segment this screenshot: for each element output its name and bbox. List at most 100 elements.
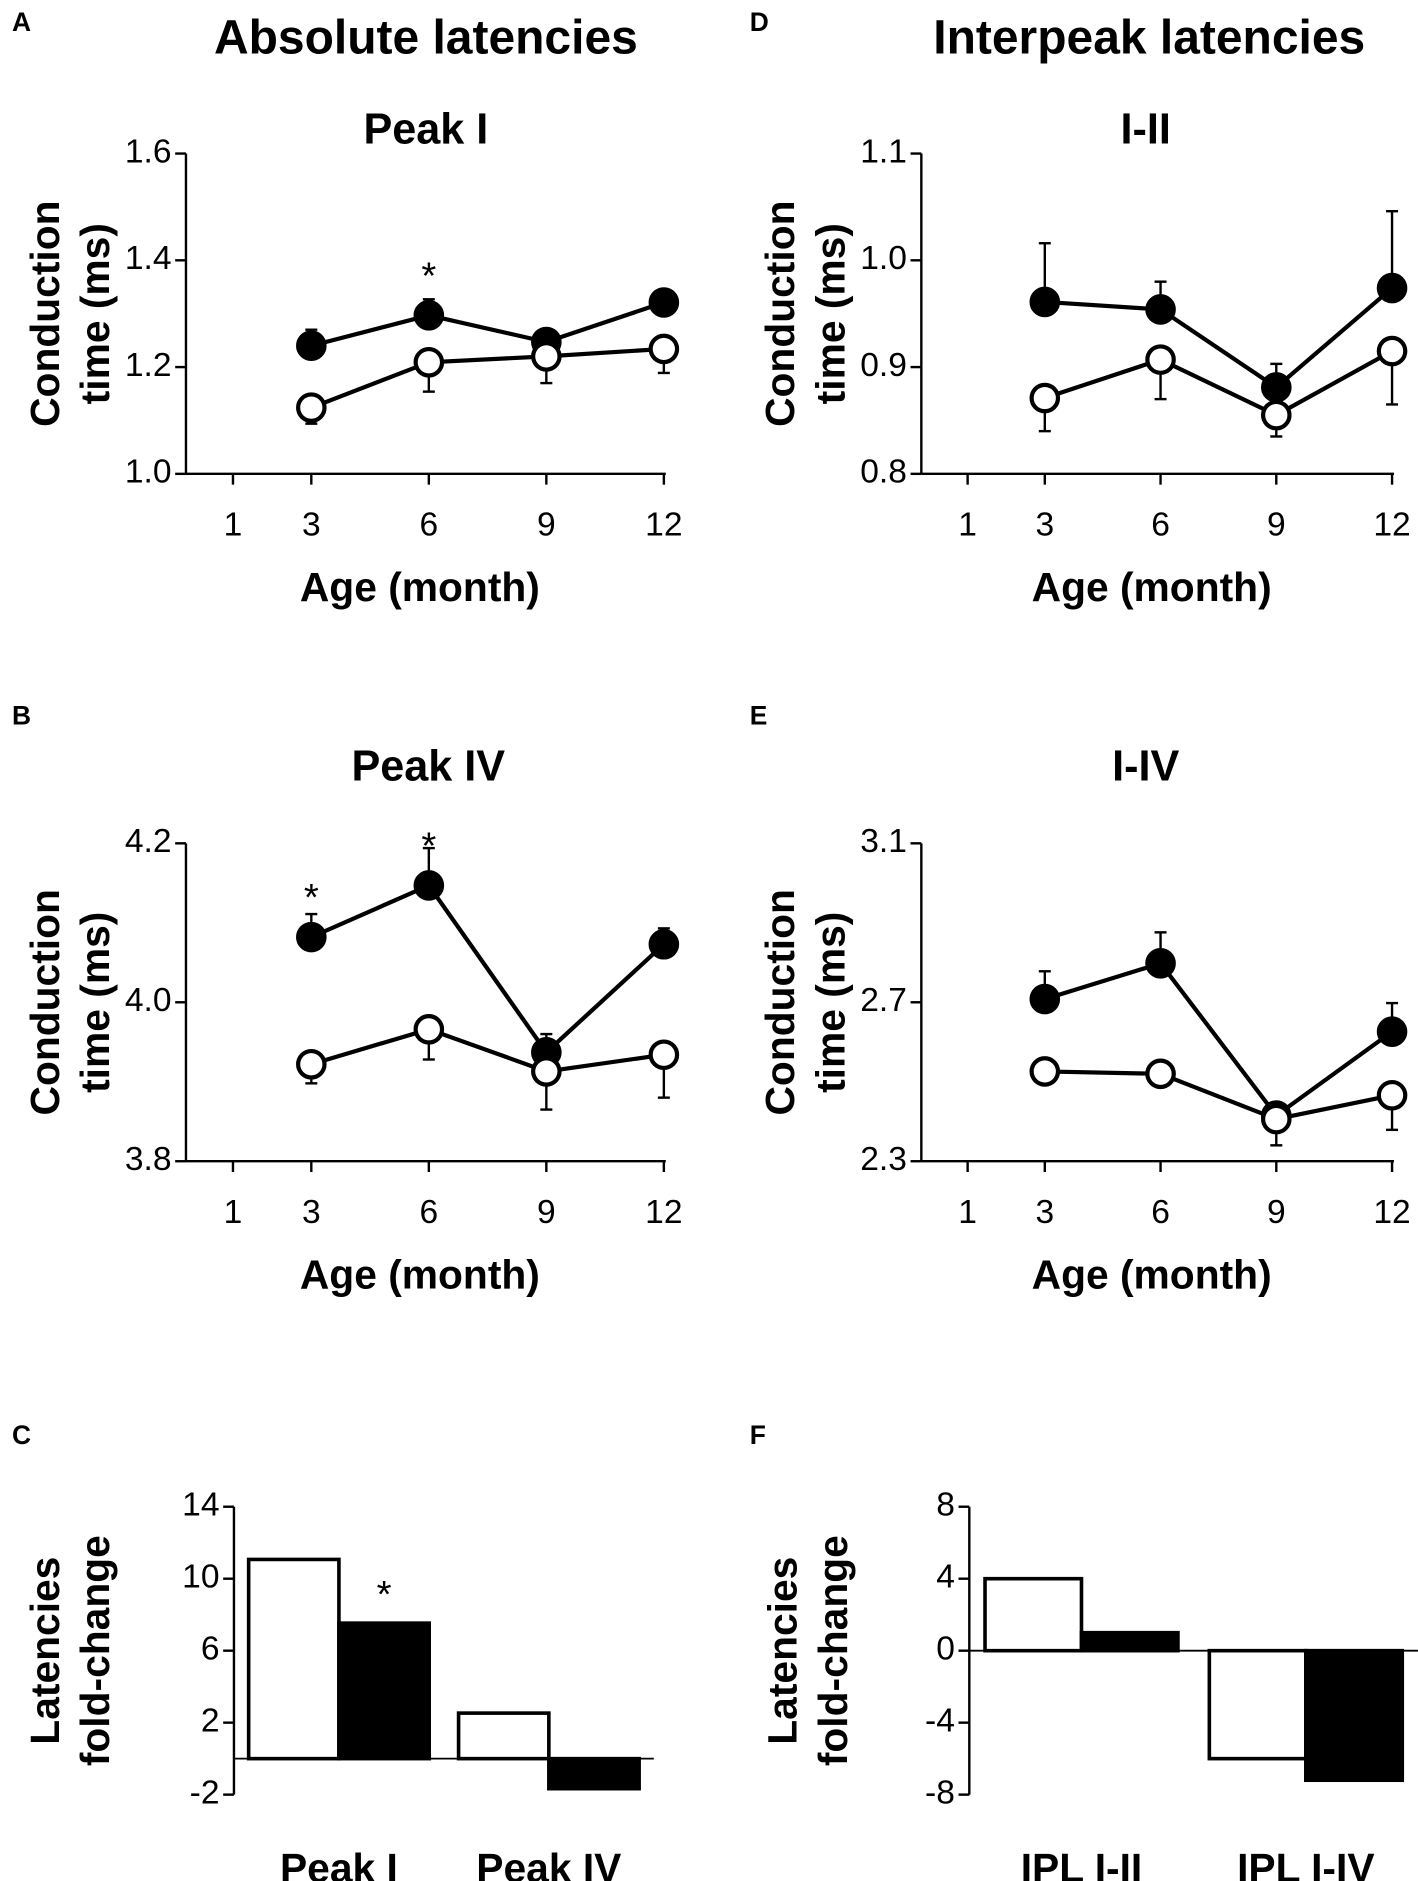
significance-mark: * bbox=[421, 254, 436, 297]
x-tick-label: 12 bbox=[645, 1194, 682, 1231]
x-tick-label: 9 bbox=[1267, 507, 1286, 544]
marker bbox=[1376, 1016, 1408, 1047]
x-tick-label: 1 bbox=[224, 507, 243, 544]
marker bbox=[1145, 1058, 1176, 1090]
y-tick-label: 8 bbox=[936, 1487, 955, 1524]
y-axis-label: Conduction bbox=[757, 889, 803, 1115]
bar bbox=[1079, 1630, 1180, 1653]
marker bbox=[296, 1048, 327, 1080]
x-tick-label: 6 bbox=[1151, 507, 1170, 544]
y-tick-label: 4.2 bbox=[125, 823, 172, 860]
x-tick-label: 3 bbox=[1035, 1194, 1054, 1231]
y-tick-label: 14 bbox=[182, 1487, 219, 1524]
marker bbox=[1261, 399, 1292, 431]
y-axis-label: time (ms) bbox=[72, 223, 118, 404]
x-tick-label: 1 bbox=[958, 507, 977, 544]
x-tick-label: IPL I-IV bbox=[1237, 1845, 1374, 1881]
y-axis-label: Latencies bbox=[22, 1557, 68, 1745]
y-axis-label: time (ms) bbox=[808, 912, 854, 1093]
marker bbox=[1261, 372, 1292, 403]
x-tick-label: IPL I-II bbox=[1021, 1845, 1143, 1881]
y-tick-label: 2 bbox=[201, 1703, 220, 1740]
y-tick-label: 4.0 bbox=[125, 982, 172, 1019]
y-tick-label: 1.1 bbox=[860, 133, 907, 170]
x-tick-label: 6 bbox=[1151, 1194, 1170, 1231]
y-tick-label: 4 bbox=[936, 1559, 955, 1596]
y-axis-label: time (ms) bbox=[72, 912, 118, 1093]
y-tick-label: 1.0 bbox=[860, 240, 907, 277]
panel-title: Peak I bbox=[363, 105, 488, 153]
y-tick-label: 3.1 bbox=[860, 823, 907, 860]
x-tick-label: 12 bbox=[1373, 1194, 1410, 1231]
marker bbox=[413, 346, 445, 378]
y-tick-label: 0.8 bbox=[860, 454, 907, 491]
y-axis-label: Conduction bbox=[757, 200, 803, 426]
marker bbox=[1029, 382, 1061, 414]
x-axis-label: Age (month) bbox=[300, 1251, 540, 1297]
marker bbox=[1145, 948, 1176, 979]
x-axis-label: Age (month) bbox=[1032, 1251, 1272, 1297]
y-axis-label: fold-change bbox=[72, 1535, 118, 1766]
bar bbox=[1207, 1648, 1308, 1761]
y-tick-label: 3.8 bbox=[125, 1141, 172, 1178]
marker bbox=[296, 392, 327, 423]
series-line bbox=[310, 300, 665, 348]
series-line bbox=[1044, 1069, 1393, 1122]
x-tick-label: 6 bbox=[419, 507, 438, 544]
marker bbox=[1029, 1056, 1061, 1087]
x-tick-label: 1 bbox=[958, 1194, 977, 1231]
y-tick-label: 1.2 bbox=[125, 347, 172, 384]
column-title: Absolute latencies bbox=[214, 11, 638, 64]
series-line bbox=[1044, 286, 1394, 391]
x-tick-label: 1 bbox=[224, 1194, 243, 1231]
bar bbox=[337, 1621, 431, 1761]
marker bbox=[531, 1056, 562, 1087]
y-axis-label: Latencies bbox=[760, 1557, 806, 1745]
bar bbox=[246, 1557, 341, 1761]
series-line bbox=[310, 882, 666, 1056]
x-tick-label: 3 bbox=[302, 507, 321, 544]
y-tick-label: -2 bbox=[190, 1775, 220, 1812]
y-axis-label: time (ms) bbox=[808, 223, 854, 404]
panel-letter: B bbox=[12, 700, 31, 730]
panel-letter: F bbox=[750, 1420, 766, 1450]
y-axis-label: Conduction bbox=[22, 200, 68, 426]
marker bbox=[1029, 983, 1061, 1015]
significance-mark: * bbox=[304, 876, 319, 919]
x-tick-label: Peak IV bbox=[476, 1845, 621, 1881]
y-tick-label: 1.6 bbox=[125, 133, 172, 170]
marker bbox=[413, 300, 445, 331]
bar bbox=[456, 1711, 551, 1761]
y-tick-label: 0.9 bbox=[860, 347, 907, 384]
column-title: Interpeak latencies bbox=[933, 11, 1365, 64]
panel-title: Peak IV bbox=[351, 742, 505, 790]
x-tick-label: 3 bbox=[1035, 507, 1054, 544]
y-tick-label: 10 bbox=[182, 1559, 219, 1596]
marker bbox=[1145, 344, 1176, 375]
x-tick-label: 6 bbox=[419, 1194, 438, 1231]
marker bbox=[296, 921, 327, 953]
y-axis-label: Conduction bbox=[22, 889, 68, 1115]
bar bbox=[983, 1576, 1084, 1653]
marker bbox=[648, 333, 680, 365]
series-line bbox=[310, 1027, 665, 1074]
marker bbox=[1261, 1103, 1292, 1135]
y-tick-label: -4 bbox=[925, 1703, 955, 1740]
y-tick-label: 2.7 bbox=[860, 982, 907, 1019]
marker bbox=[648, 1039, 680, 1071]
marker bbox=[296, 330, 327, 362]
x-axis-label: Age (month) bbox=[1032, 564, 1272, 610]
series-line bbox=[310, 346, 664, 410]
marker bbox=[1145, 294, 1176, 325]
y-tick-label: 1.4 bbox=[125, 240, 172, 277]
x-tick-label: 3 bbox=[302, 1194, 321, 1231]
marker bbox=[531, 341, 562, 372]
series-line bbox=[1044, 960, 1394, 1119]
y-tick-label: 2.3 bbox=[860, 1141, 907, 1178]
marker bbox=[413, 870, 445, 901]
y-tick-label: 6 bbox=[201, 1631, 220, 1668]
x-tick-label: 9 bbox=[537, 507, 556, 544]
panel-title: I-II bbox=[1120, 105, 1170, 153]
x-tick-label: 9 bbox=[537, 1194, 556, 1231]
